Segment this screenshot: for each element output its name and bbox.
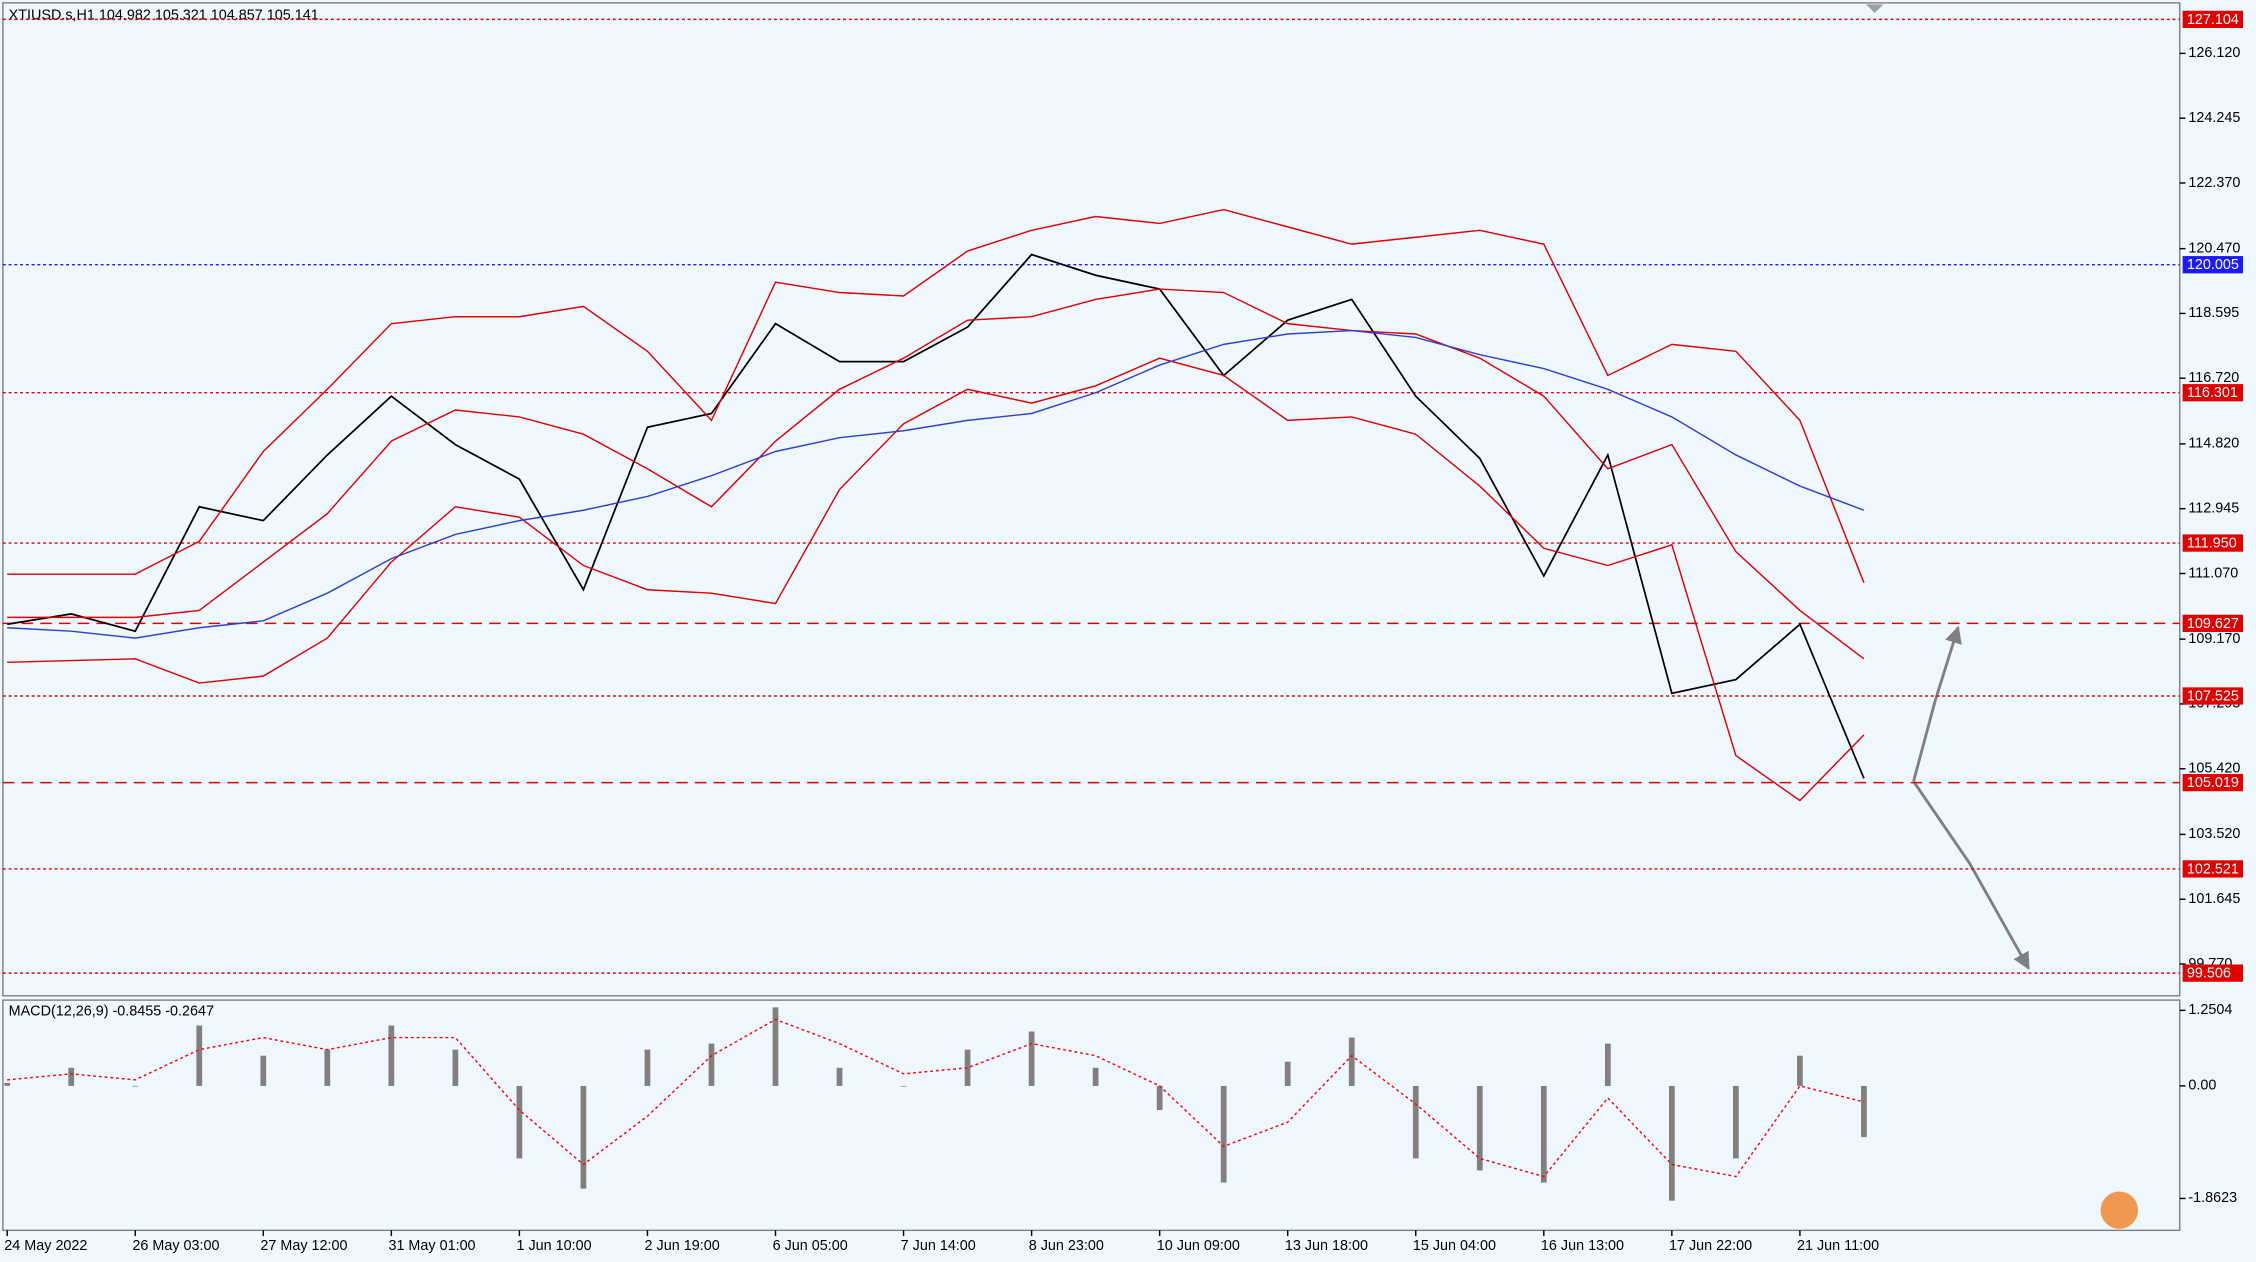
level-label: 99.506 [2187, 966, 2231, 982]
level-label-box [2182, 773, 2244, 792]
chart-title: XTIUSD.s,H1 104.982 105.321 104.857 105.… [9, 8, 319, 24]
y-tick-label: 101.645 [2188, 891, 2240, 907]
macd-bar [452, 1049, 459, 1086]
macd-bar [836, 1067, 843, 1086]
macd-bar [964, 1049, 971, 1086]
x-tick-label: 16 Jun 13:00 [1541, 1238, 1624, 1254]
x-tick-label: 7 Jun 14:00 [901, 1238, 976, 1254]
level-label-box [2182, 614, 2244, 632]
x-tick-label: 31 May 01:00 [388, 1238, 475, 1254]
level-label-box [2182, 534, 2244, 552]
x-tick-label: 24 May 2022 [4, 1238, 87, 1254]
macd-bar [1220, 1085, 1227, 1183]
y-tick-label: 112.945 [2188, 500, 2239, 516]
x-tick-label: 8 Jun 23:00 [1029, 1238, 1104, 1254]
x-tick-label: 26 May 03:00 [132, 1238, 219, 1254]
level-label: 111.950 [2187, 536, 2237, 552]
x-tick-label: 21 Jun 11:00 [1797, 1238, 1879, 1254]
macd-bar [1540, 1085, 1547, 1183]
level-label-box [2182, 964, 2244, 982]
y-tick-label: 116.720 [2188, 370, 2239, 386]
macd-bar [1028, 1031, 1035, 1086]
macd-bar [580, 1085, 587, 1189]
y-tick-label: 111.070 [2188, 565, 2238, 581]
level-label-box [2182, 256, 2244, 274]
macd-bar [260, 1055, 267, 1086]
macd-bar [1861, 1085, 1867, 1138]
series-line [7, 357, 1865, 802]
y-tick-label: 118.595 [2188, 305, 2239, 321]
level-label: 120.005 [2187, 257, 2239, 273]
macd-bar [196, 1025, 203, 1086]
level-label: 127.104 [2187, 12, 2239, 28]
level-label: 109.627 [2187, 616, 2239, 632]
macd-bar [68, 1067, 75, 1086]
main-pane [2, 2, 2181, 997]
chart-title: MACD(12,26,9) -0.8455 -0.2647 [9, 1003, 214, 1019]
level-label-box [2182, 384, 2244, 402]
y-tick-label: 109.170 [2188, 631, 2240, 647]
macd-bar [324, 1049, 331, 1086]
y-tick-label: 120.470 [2188, 240, 2240, 256]
x-tick-label: 2 Jun 19:00 [645, 1238, 720, 1254]
x-tick-label: 17 Jun 22:00 [1669, 1238, 1752, 1254]
level-label: 105.019 [2187, 775, 2239, 791]
y-tick-label: -1.8623 [2188, 1190, 2237, 1206]
x-tick-label: 6 Jun 05:00 [773, 1238, 848, 1254]
x-tick-label: 15 Jun 04:00 [1413, 1238, 1496, 1254]
level-label-box [2182, 860, 2244, 878]
x-tick-label: 13 Jun 18:00 [1285, 1238, 1368, 1254]
shift-marker [1866, 4, 1884, 13]
y-tick-label: 1.2504 [2188, 1002, 2232, 1018]
projection-down [1912, 780, 2030, 970]
x-tick-label: 27 May 12:00 [260, 1238, 347, 1254]
level-label: 107.525 [2187, 689, 2239, 705]
series-line [7, 208, 1865, 584]
y-tick-label: 122.370 [2188, 175, 2240, 191]
x-tick-label: 1 Jun 10:00 [517, 1238, 592, 1254]
projection-up [1912, 625, 1962, 782]
macd-bar [644, 1049, 651, 1086]
y-tick-label: 114.820 [2188, 436, 2239, 452]
y-tick-label: 103.520 [2188, 826, 2240, 842]
macd-pane [2, 999, 2181, 1232]
macd-bar [516, 1085, 523, 1159]
level-label-box [2182, 687, 2244, 705]
macd-bar [1733, 1085, 1739, 1159]
macd-bar [1412, 1085, 1419, 1159]
macd-bar [1284, 1061, 1291, 1086]
y-tick-label: 105.420 [2188, 761, 2240, 777]
x-tick-label: 10 Jun 09:00 [1157, 1238, 1240, 1254]
macd-bar [772, 1007, 779, 1086]
level-label: 102.521 [2187, 861, 2239, 877]
series-line [7, 1018, 1865, 1178]
macd-bar [132, 1085, 139, 1087]
series-line [7, 253, 1865, 779]
y-tick-label: 126.120 [2188, 45, 2240, 61]
macd-bar [4, 1082, 11, 1086]
macd-bar [708, 1043, 715, 1086]
macd-bar [1797, 1055, 1803, 1086]
y-tick-label: 124.245 [2188, 110, 2240, 126]
level-label: 116.301 [2187, 385, 2238, 401]
macd-bar [388, 1025, 395, 1086]
macd-bar [1668, 1085, 1675, 1201]
macd-bar [900, 1085, 907, 1087]
macd-bar [1476, 1085, 1483, 1171]
series-line [7, 329, 1865, 639]
macd-bar [1348, 1037, 1355, 1086]
level-label-box [2182, 10, 2244, 29]
y-tick-label: 0.00 [2188, 1078, 2216, 1094]
macd-bar [1604, 1043, 1611, 1086]
plot: XTIUSD.s,H1 104.982 105.321 104.857 105.… [2, 8, 2244, 1254]
watermark-logo [2100, 1191, 2139, 1229]
series-line [7, 288, 1865, 660]
macd-bar [1092, 1067, 1099, 1086]
macd-bar [1156, 1085, 1163, 1111]
